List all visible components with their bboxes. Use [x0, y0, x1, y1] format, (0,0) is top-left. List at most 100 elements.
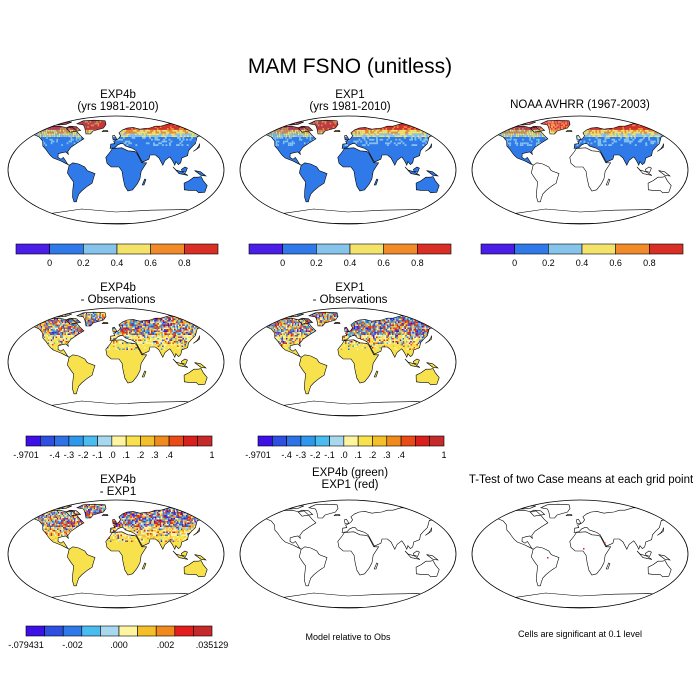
colorbar-tick-label: 0.2	[542, 258, 555, 268]
colorbar-swatch	[116, 243, 151, 255]
panel-title-exp4b-minus-obs: EXP4b - Observations	[8, 282, 228, 306]
colorbar-tick-label: .4	[165, 450, 173, 460]
caption-significance: Cells are significant at 0.1 level	[517, 629, 643, 639]
panel-title-line2: EXP1 (red)	[321, 479, 379, 491]
colorbar-swatch	[140, 435, 156, 447]
colorbar-swatch	[257, 435, 273, 447]
colorbar-tick-label: -.2	[310, 450, 321, 460]
panel-title-exp1: EXP1 (yrs 1981-2010)	[240, 89, 460, 113]
colorbar-tick-label: -.4	[49, 450, 60, 460]
colorbar-tick-label: 0.6	[609, 258, 622, 268]
panel-title-exp1-minus-obs: EXP1 - Observations	[240, 282, 460, 306]
colorbar-swatch	[25, 625, 45, 637]
colorbar-swatch	[400, 435, 416, 447]
map-ttest	[471, 499, 689, 609]
colorbar-exp1-minus-obs: -.9701 -.4 -.3 -.2 -.1 .0 .1 .2 .3 .4 1	[245, 435, 447, 460]
colorbar-swatch	[49, 243, 84, 255]
colorbar-swatch	[316, 243, 351, 255]
colorbar-swatch	[417, 243, 452, 255]
colorbar-tick-label: -.9701	[13, 450, 39, 460]
colorbar-tick-label: -.1	[324, 450, 335, 460]
colorbar-swatch	[25, 435, 41, 447]
colorbar-swatch	[329, 435, 345, 447]
colorbar-swatch	[383, 243, 418, 255]
colorbar-tick-label: -.9701	[245, 450, 271, 460]
colorbar-tick-label: .2	[369, 450, 377, 460]
colorbar-swatch	[137, 625, 157, 637]
colorbar-swatch	[118, 625, 138, 637]
colorbar-swatch	[193, 625, 213, 637]
colorbar-swatch	[649, 243, 684, 255]
colorbar-exp4b-minus-obs: -.9701 -.4 -.3 -.2 -.1 .0 .1 .2 .3 .4 1	[13, 435, 215, 460]
colorbar-tick-label: 0.4	[111, 258, 124, 268]
colorbar-swatch	[15, 243, 50, 255]
colorbar-tick-label: .0	[340, 450, 348, 460]
colorbar-swatch	[155, 625, 176, 637]
colorbar-swatch	[343, 435, 359, 447]
colorbar-swatch	[300, 435, 316, 447]
colorbar-tick-label: .4	[397, 450, 405, 460]
colorbar-tick-label: 0.4	[576, 258, 589, 268]
colorbar-swatch	[150, 243, 185, 255]
colorbar-tick-label: .2	[137, 450, 145, 460]
colorbar-swatch	[372, 435, 388, 447]
figure-title: MAM FSNO (unitless)	[247, 55, 453, 78]
colorbar-swatch	[68, 435, 84, 447]
panel-title-exp4b: EXP4b (yrs 1981-2010)	[8, 89, 228, 113]
colorbar-tick-label: 0	[512, 258, 517, 268]
colorbar-swatch	[54, 435, 70, 447]
colorbar-tick-label: .000	[110, 640, 128, 650]
colorbar-tick-label: 1	[209, 450, 214, 460]
colorbar-swatch	[184, 243, 219, 255]
colorbar-tick-label: 0.2	[77, 258, 90, 268]
colorbar-swatch	[100, 625, 120, 637]
panel-title-line1: EXP1	[335, 282, 365, 294]
colorbar-swatch	[514, 243, 549, 255]
colorbar-tick-label: -.1	[92, 450, 103, 460]
panel-title-obs: NOAA AVHRR (1967-2003)	[470, 99, 690, 111]
panel-title-line1: EXP4b (green)	[311, 467, 389, 479]
map-exp1-minus-obs	[239, 307, 457, 417]
map-exp4b-minus-obs	[7, 307, 225, 417]
colorbar-swatch	[581, 243, 616, 255]
colorbar-swatch	[44, 625, 64, 637]
colorbar-tick-label: -.3	[296, 450, 307, 460]
panel-title-line2: - EXP1	[99, 486, 137, 498]
colorbar-swatch	[168, 435, 184, 447]
map-model-relative	[239, 499, 457, 609]
colorbar-exp4b-minus-exp1: -.079431 -.002 .000 .002 .035129	[8, 625, 228, 650]
colorbar-swatch	[386, 435, 402, 447]
colorbar-swatch	[125, 435, 141, 447]
colorbar-swatch	[314, 435, 330, 447]
colorbar-swatch	[183, 435, 198, 447]
colorbar-swatch	[111, 435, 127, 447]
colorbar-swatch	[480, 243, 515, 255]
colorbar-swatch	[615, 243, 650, 255]
colorbar-tick-label: .035129	[196, 640, 229, 650]
colorbar-swatch	[154, 435, 170, 447]
colorbar-tick-label: .0	[108, 450, 116, 460]
panel-title-line1: EXP4b	[100, 282, 136, 294]
caption-model-relative: Model relative to Obs	[305, 632, 391, 642]
map-observations	[471, 115, 689, 225]
colorbar-tick-label: .3	[151, 450, 159, 460]
panel-title-model-relative: EXP4b (green) EXP1 (red)	[240, 467, 460, 491]
colorbar-swatch	[415, 435, 430, 447]
colorbar-swatch	[349, 243, 384, 255]
colorbar-swatch	[282, 243, 317, 255]
colorbar-swatch	[62, 625, 83, 637]
colorbar-tick-label: 0.4	[344, 258, 357, 268]
panel-title-line2: (yrs 1981-2010)	[309, 101, 391, 113]
colorbar-swatch	[357, 435, 373, 447]
colorbar-tick-label: -.2	[78, 450, 89, 460]
colorbar-swatch	[286, 435, 302, 447]
map-exp1	[239, 115, 457, 225]
colorbar-tick-label: -.002	[62, 640, 83, 650]
colorbar-tick-label: 0.8	[178, 258, 191, 268]
colorbar-tick-label: .1	[122, 450, 130, 460]
colorbar-swatch	[548, 243, 583, 255]
colorbar-swatch	[83, 243, 118, 255]
map-exp4b	[7, 115, 225, 225]
colorbar-swatch	[174, 625, 194, 637]
colorbar-tick-label: 0	[280, 258, 285, 268]
